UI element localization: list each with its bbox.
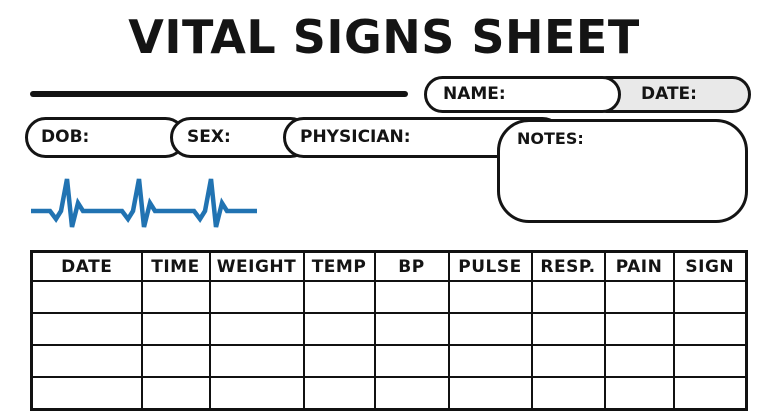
table-cell[interactable] <box>603 312 675 346</box>
table-cell[interactable] <box>603 280 675 314</box>
table-row <box>30 280 748 314</box>
table-cell[interactable] <box>373 344 450 378</box>
table-cell[interactable] <box>373 312 450 346</box>
column-header-date: DATE <box>30 250 143 282</box>
table-cell[interactable] <box>30 344 143 378</box>
table-cell[interactable] <box>603 344 675 378</box>
dob-label: DOB: <box>41 127 90 147</box>
table-cell[interactable] <box>603 376 675 411</box>
table-cell[interactable] <box>447 312 533 346</box>
table-cell[interactable] <box>447 344 533 378</box>
table-cell[interactable] <box>208 280 305 314</box>
table-cell[interactable] <box>208 344 305 378</box>
table-cell[interactable] <box>672 312 748 346</box>
column-header-resp: RESP. <box>530 250 606 282</box>
table-cell[interactable] <box>373 280 450 314</box>
page-title: VITAL SIGNS SHEET <box>128 10 640 64</box>
table-header-row: DATE TIME WEIGHT TEMP BP PULSE RESP. PAI… <box>30 250 748 282</box>
table-cell[interactable] <box>30 280 143 314</box>
column-header-pulse: PULSE <box>447 250 533 282</box>
heartbeat-icon <box>31 178 257 228</box>
physician-label: PHYSICIAN: <box>300 127 411 147</box>
table-cell[interactable] <box>672 376 748 411</box>
table-cell[interactable] <box>302 312 376 346</box>
name-field[interactable]: NAME: <box>424 76 621 113</box>
table-cell[interactable] <box>447 280 533 314</box>
table-cell[interactable] <box>302 344 376 378</box>
table-cell[interactable] <box>140 280 211 314</box>
notes-label: NOTES: <box>517 129 584 148</box>
notes-field[interactable]: NOTES: <box>497 119 748 223</box>
table-cell[interactable] <box>140 376 211 411</box>
column-header-pain: PAIN <box>603 250 675 282</box>
column-header-weight: WEIGHT <box>208 250 305 282</box>
header-divider-line <box>30 91 408 97</box>
column-header-sign: SIGN <box>672 250 748 282</box>
ekg-path <box>31 178 257 228</box>
table-row <box>30 344 748 378</box>
table-row <box>30 312 748 346</box>
column-header-time: TIME <box>140 250 211 282</box>
table-cell[interactable] <box>672 344 748 378</box>
table-cell[interactable] <box>447 376 533 411</box>
table-row <box>30 376 748 411</box>
table-cell[interactable] <box>530 376 606 411</box>
table-cell[interactable] <box>672 280 748 314</box>
name-label: NAME: <box>443 84 506 104</box>
table-cell[interactable] <box>30 312 143 346</box>
table-cell[interactable] <box>530 344 606 378</box>
vitals-table: DATE TIME WEIGHT TEMP BP PULSE RESP. PAI… <box>30 250 748 411</box>
table-cell[interactable] <box>302 376 376 411</box>
dob-field[interactable]: DOB: <box>25 117 186 158</box>
table-cell[interactable] <box>140 344 211 378</box>
table-cell[interactable] <box>530 280 606 314</box>
date-label: DATE: <box>641 84 697 104</box>
table-cell[interactable] <box>530 312 606 346</box>
sex-label: SEX: <box>187 127 231 147</box>
vitals-table-body <box>30 280 748 411</box>
table-cell[interactable] <box>208 312 305 346</box>
table-cell[interactable] <box>30 376 143 411</box>
table-cell[interactable] <box>140 312 211 346</box>
table-cell[interactable] <box>373 376 450 411</box>
table-cell[interactable] <box>302 280 376 314</box>
column-header-temp: TEMP <box>302 250 376 282</box>
table-cell[interactable] <box>208 376 305 411</box>
column-header-bp: BP <box>373 250 450 282</box>
